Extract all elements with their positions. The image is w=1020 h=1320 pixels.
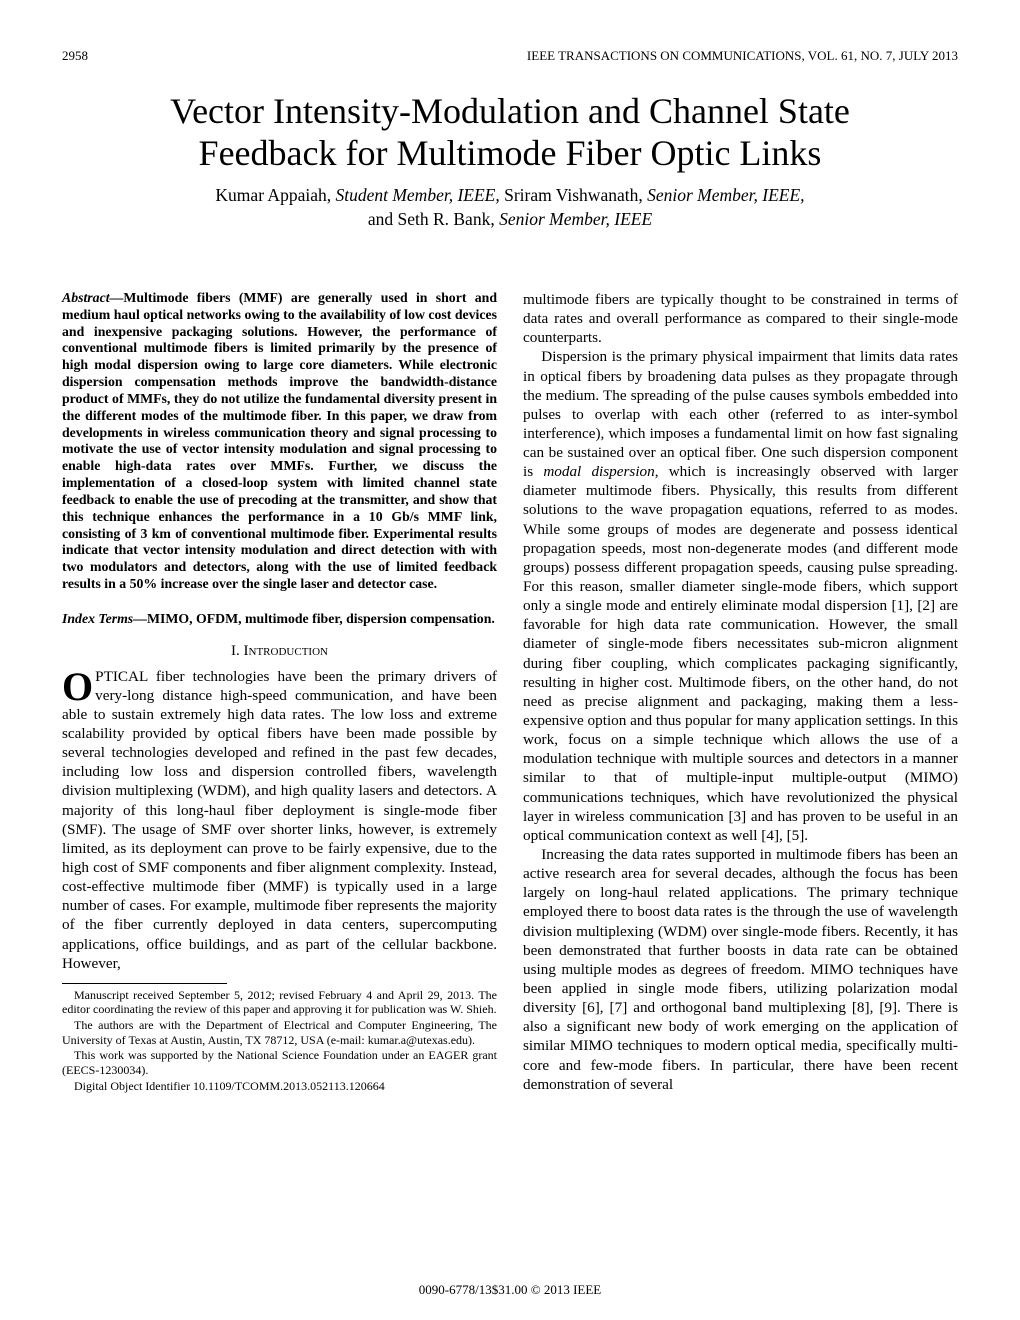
title-line-2: Feedback for Multimode Fiber Optic Links (199, 133, 822, 173)
footnote-rule (62, 983, 227, 984)
footnote-3: This work was supported by the National … (62, 1048, 497, 1077)
col2-para-3: Increasing the data rates supported in m… (523, 845, 958, 1094)
intro-first-text: PTICAL fiber technologies have been the … (62, 668, 497, 972)
col2-p2-ital: modal dispersion (543, 463, 654, 480)
author-3-aff: Senior Member, IEEE (499, 209, 652, 229)
author-line: Kumar Appaiah, Student Member, IEEE, Sri… (62, 183, 958, 232)
col2-para-2: Dispersion is the primary physical impai… (523, 347, 958, 845)
dropcap: O (62, 667, 95, 704)
running-header: 2958 IEEE TRANSACTIONS ON COMMUNICATIONS… (62, 48, 958, 64)
col2-p2-a: Dispersion is the primary physical impai… (523, 348, 958, 480)
author-2-name: Sriram Vishwanath, (500, 185, 647, 205)
section-1-heading: I. Introduction (62, 642, 497, 661)
index-terms-text: MIMO, OFDM, multimode fiber, dispersion … (147, 611, 495, 626)
copyright-footer: 0090-6778/13$31.00 © 2013 IEEE (0, 1282, 1020, 1298)
col2-para-1: multimode fibers are typically thought t… (523, 290, 958, 347)
abstract-block: Abstract—Multimode fibers (MMF) are gene… (62, 290, 497, 593)
index-terms-block: Index Terms—MIMO, OFDM, multimode fiber,… (62, 611, 497, 628)
footnote-4: Digital Object Identifier 10.1109/TCOMM.… (62, 1079, 497, 1094)
abstract-lead: Abstract (62, 290, 110, 305)
journal-info: IEEE TRANSACTIONS ON COMMUNICATIONS, VOL… (527, 48, 958, 64)
abstract-dash: — (110, 290, 124, 305)
abstract-text: Multimode fibers (MMF) are generally use… (62, 290, 497, 591)
page-number: 2958 (62, 48, 88, 64)
author-1-aff: Student Member, IEEE, (335, 185, 499, 205)
author-3-pre: and (368, 209, 398, 229)
author-1-name: Kumar Appaiah, (215, 185, 335, 205)
col2-p2-b: , which is increasingly observed with la… (523, 463, 958, 844)
footnotes-block: Manuscript received September 5, 2012; r… (62, 988, 497, 1093)
intro-paragraph-1: OPTICAL fiber technologies have been the… (62, 667, 497, 973)
index-terms-dash: — (133, 611, 147, 626)
footnote-2: The authors are with the Department of E… (62, 1018, 497, 1047)
author-2-aff: Senior Member, IEEE, (647, 185, 804, 205)
footnote-1: Manuscript received September 5, 2012; r… (62, 988, 497, 1017)
index-terms-lead: Index Terms (62, 611, 133, 626)
title-line-1: Vector Intensity-Modulation and Channel … (170, 91, 850, 131)
paper-title: Vector Intensity-Modulation and Channel … (62, 90, 958, 175)
author-3-name: Seth R. Bank, (397, 209, 499, 229)
